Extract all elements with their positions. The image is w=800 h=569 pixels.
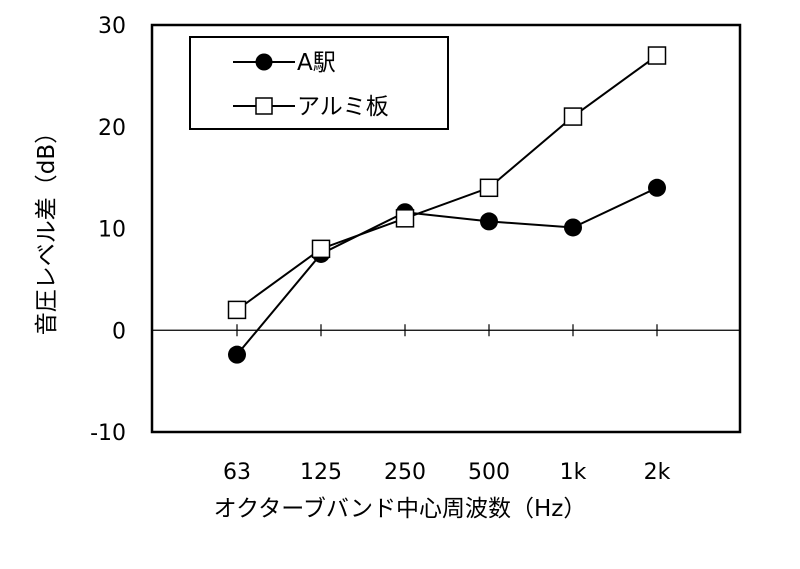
data-point [480,212,498,231]
x-tick-label: 125 [300,460,342,485]
data-point [564,218,582,237]
series-line-0 [236,186,658,356]
y-tick-label: -10 [90,421,126,446]
y-axis-title: 音圧レベル差（dB） [34,121,60,335]
x-tick-label: 63 [223,460,251,485]
data-point [647,46,667,65]
x-axis-ticks: 63 125 250 500 1k 2k [223,324,671,485]
data-point [311,239,331,259]
data-point [227,300,247,320]
data-point [648,178,666,197]
x-tick-label: 2k [644,460,671,485]
plot-area [150,23,742,434]
legend-marker-a [255,53,273,71]
y-tick-label: 20 [98,116,126,141]
legend-label-b: アルミ板 [297,94,389,120]
x-tick-label: 1k [560,460,587,485]
data-point [395,209,415,228]
legend-box [189,36,449,130]
x-tick-label: 250 [384,460,426,485]
series-layer [227,46,667,364]
y-axis-ticks: -10 0 10 20 30 [90,14,126,446]
data-point [228,345,246,364]
x-tick-label: 500 [468,460,510,485]
y-tick-label: 0 [112,319,126,344]
legend-label-a: A駅 [297,50,336,76]
legend: A駅 アルミ板 [189,36,449,130]
legend-marker-b [255,97,273,115]
data-point [479,178,499,198]
x-axis-title: オクターブバンド中心周波数（Hz） [214,496,587,522]
y-tick-label: 30 [98,14,126,39]
series-line-1 [236,54,658,311]
data-point [563,107,583,126]
y-tick-label: 10 [98,218,126,243]
